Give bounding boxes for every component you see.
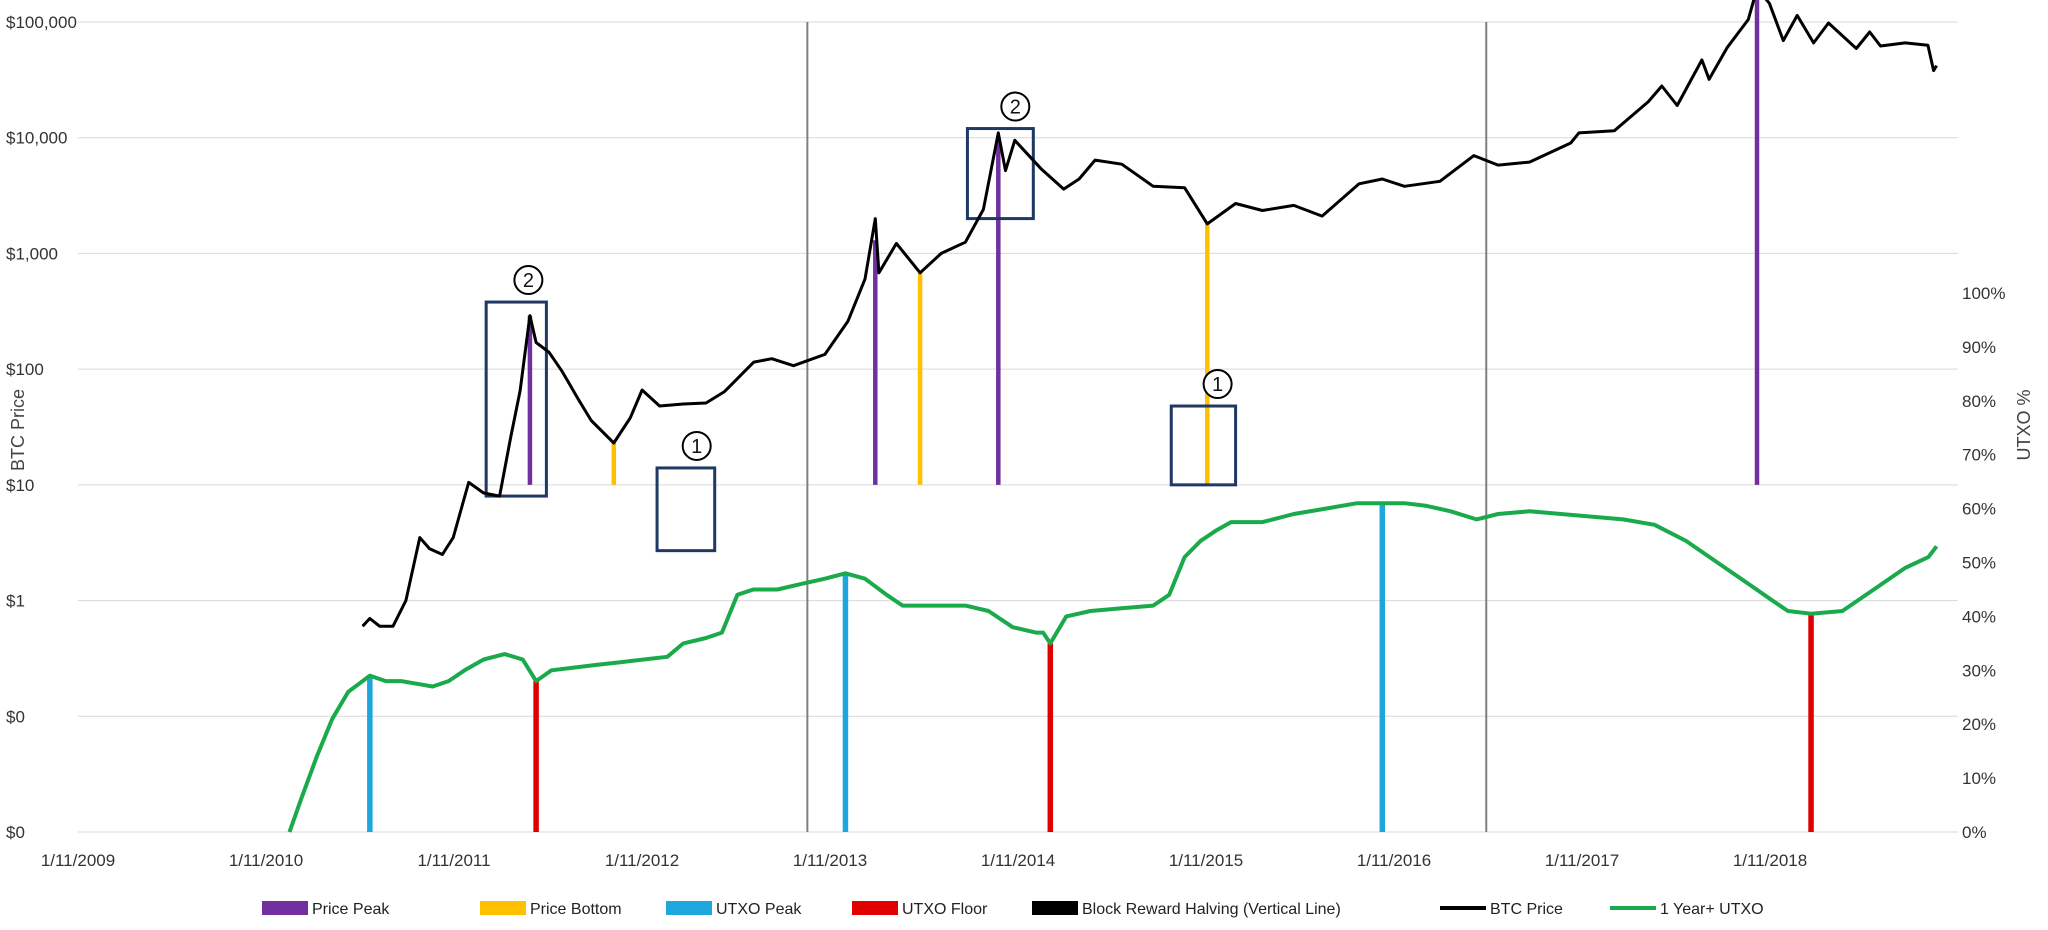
grid <box>78 21 1958 833</box>
annotation-boxes: 2 1 2 1 <box>484 91 1238 553</box>
y2-tick-label: 80% <box>1962 392 1996 411</box>
annotation-label: 2 <box>1010 97 1021 119</box>
y2-tick-label: 30% <box>1962 661 1996 680</box>
legend: Price Peak Price Bottom UTXO Peak UTXO Floo… <box>262 901 1764 918</box>
y-tick-label: $100 <box>6 360 44 379</box>
y-tick-label: $1,000 <box>6 244 58 263</box>
x-tick-label: 1/11/2016 <box>1357 851 1431 870</box>
legend-label: UTXO Peak <box>716 901 802 918</box>
y2-tick-label: 0% <box>1962 823 1987 842</box>
y-tick-label: $10 <box>6 476 34 495</box>
legend-swatch <box>480 901 526 915</box>
btc-price-line <box>361 0 1938 628</box>
x-tick-label: 1/11/2010 <box>229 851 303 870</box>
annotation-label: 2 <box>523 270 534 292</box>
annotation-box <box>484 300 548 498</box>
y-tick-label: $1 <box>6 592 25 611</box>
x-tick-label: 1/11/2011 <box>417 851 490 870</box>
legend-swatch <box>262 901 308 915</box>
y2-tick-label: 40% <box>1962 607 1996 626</box>
x-tick-label: 1/11/2009 <box>41 851 115 870</box>
annotation-label: 1 <box>691 436 702 458</box>
x-tick-label: 1/11/2013 <box>793 851 867 870</box>
y-tick-label: $0 <box>6 707 25 726</box>
annotation-box <box>1169 404 1238 487</box>
y-tick-labels: $0 $0 $1 $10 $100 $1,000 $10,000 $100,000 <box>6 13 77 842</box>
legend-swatch <box>666 901 712 915</box>
x-tick-label: 1/11/2017 <box>1545 851 1619 870</box>
annotation-circle <box>1000 91 1031 122</box>
y-tick-label: $10,000 <box>6 129 67 148</box>
y2-tick-labels: 0% 10% 20% 30% 40% 50% 60% 70% 80% 90% 100% <box>1962 284 2005 842</box>
y2-tick-label: 50% <box>1962 554 1996 573</box>
vertical-markers <box>367 0 1814 832</box>
y2-tick-label: 70% <box>1962 446 1996 465</box>
halving-lines <box>806 22 1488 832</box>
annotation-circle <box>1202 369 1233 400</box>
legend-label: Block Reward Halving (Vertical Line) <box>1082 901 1341 918</box>
y2-tick-label: 100% <box>1962 284 2005 303</box>
y2-tick-label: 10% <box>1962 769 1996 788</box>
legend-swatch <box>852 901 898 915</box>
x-tick-label: 1/11/2015 <box>1169 851 1243 870</box>
x-tick-label: 1/11/2018 <box>1733 851 1807 870</box>
legend-label: UTXO Floor <box>902 901 988 918</box>
y2-tick-label: 90% <box>1962 338 1996 357</box>
y-tick-label: $0 <box>6 823 25 842</box>
y-tick-label: $100,000 <box>6 13 77 32</box>
utxo-line <box>287 501 1939 833</box>
x-tick-labels: 1/11/2009 1/11/2010 1/11/2011 1/11/2012 1/11… <box>41 851 1807 870</box>
annotation-box <box>655 466 717 553</box>
legend-label: BTC Price <box>1490 901 1563 918</box>
annotation-circle <box>681 430 712 461</box>
series-lines <box>287 0 1939 833</box>
legend-label: Price Bottom <box>530 901 622 918</box>
x-tick-label: 1/11/2014 <box>981 851 1055 870</box>
legend-label: 1 Year+ UTXO <box>1660 901 1764 918</box>
x-tick-label: 1/11/2012 <box>605 851 679 870</box>
legend-swatch <box>1032 901 1078 915</box>
y2-tick-label: 60% <box>1962 500 1996 519</box>
y-axis-title: BTC Price <box>8 389 28 471</box>
legend-label: Price Peak <box>312 901 390 918</box>
annotation-box <box>965 127 1035 221</box>
y2-axis-title: UTXO % <box>2014 389 2034 460</box>
y2-tick-label: 20% <box>1962 715 1996 734</box>
annotation-label: 1 <box>1212 374 1223 396</box>
annotation-circle <box>513 265 544 296</box>
